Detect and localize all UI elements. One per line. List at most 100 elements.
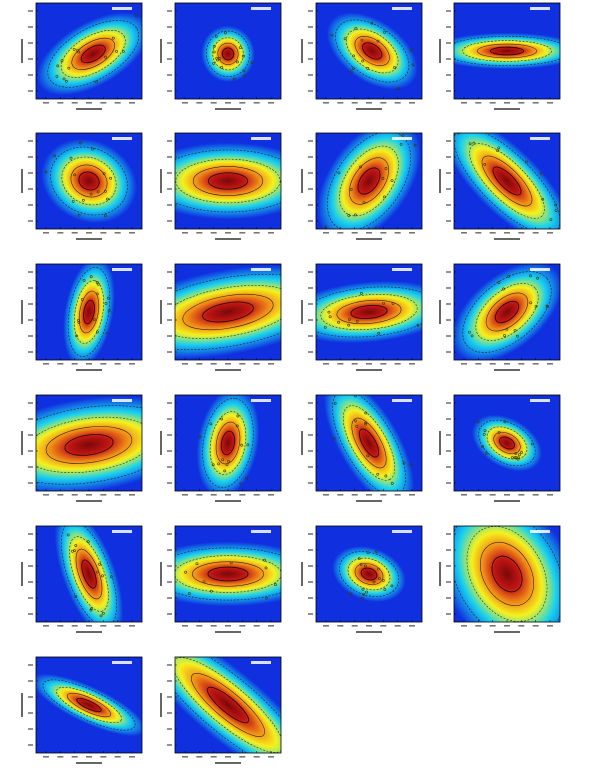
x-tick-label — [532, 102, 539, 104]
contour-line — [175, 273, 281, 351]
y-tick-label — [308, 156, 313, 158]
data-point — [227, 460, 231, 463]
data-point — [93, 318, 96, 322]
panel-label — [112, 661, 132, 664]
data-point — [202, 580, 206, 584]
x-tick-label — [100, 102, 107, 104]
data-point — [381, 579, 385, 582]
contour-line — [336, 299, 402, 325]
x-tick-label — [129, 625, 135, 627]
y-tick-label — [446, 450, 451, 452]
data-point — [235, 424, 239, 428]
y-tick-label — [167, 664, 172, 666]
x-tick-label — [380, 625, 387, 627]
data-point — [53, 154, 56, 158]
contour-line — [347, 557, 391, 591]
density-map — [454, 133, 560, 229]
y-tick-label — [446, 271, 451, 273]
x-tick-label — [114, 625, 121, 627]
y-tick-label — [28, 140, 33, 142]
data-point — [60, 59, 64, 63]
data-point — [89, 192, 93, 196]
data-point — [55, 74, 59, 78]
density-map — [472, 414, 542, 472]
contour-line — [175, 149, 281, 213]
data-point — [323, 325, 327, 329]
data-point — [381, 177, 385, 180]
contour-line — [75, 548, 103, 600]
x-tick-label — [518, 625, 525, 627]
y-tick-label — [167, 140, 172, 142]
data-point — [44, 170, 48, 174]
y-tick-label — [167, 220, 172, 222]
y-axis-label — [21, 562, 23, 586]
x-tick-label — [114, 363, 121, 365]
data-point — [305, 567, 307, 569]
panel-label — [392, 137, 412, 140]
contour-line — [209, 411, 247, 475]
contour-line — [221, 47, 235, 61]
data-point — [242, 54, 245, 58]
y-tick-label — [167, 565, 172, 567]
data-point — [195, 562, 199, 566]
panel-label — [530, 530, 550, 533]
x-tick-label — [337, 494, 344, 496]
contour-line — [206, 686, 250, 724]
x-tick-label — [351, 102, 358, 104]
data-point — [74, 544, 78, 547]
y-tick-label — [446, 26, 451, 28]
y-axis-label — [301, 562, 303, 586]
x-tick-label — [268, 494, 274, 496]
x-tick-label — [86, 494, 92, 496]
data-point — [75, 334, 79, 338]
y-tick-label — [28, 482, 33, 484]
data-point — [507, 274, 511, 278]
panel-label — [251, 530, 271, 533]
density-map — [316, 280, 422, 344]
x-axis-label — [494, 631, 520, 633]
panel-20 — [439, 525, 561, 633]
y-tick-label — [446, 74, 451, 76]
data-point — [518, 453, 521, 457]
data-point — [361, 587, 365, 591]
y-axis-label — [439, 300, 441, 324]
data-point — [517, 456, 520, 460]
x-tick-label — [268, 363, 274, 365]
panel-17 — [21, 525, 143, 633]
x-tick-label — [253, 756, 260, 758]
y-tick-label — [28, 418, 33, 420]
y-tick-label — [28, 434, 33, 436]
x-tick-label — [489, 625, 496, 627]
contour-line — [342, 405, 396, 481]
data-point — [364, 422, 368, 426]
y-tick-label — [167, 581, 172, 583]
data-point — [401, 133, 405, 137]
data-point — [104, 55, 107, 59]
data-point — [81, 198, 85, 202]
contour-line — [351, 417, 387, 469]
data-point — [109, 575, 113, 579]
x-tick-label — [182, 102, 188, 104]
x-axis-label — [76, 500, 102, 502]
panel-18 — [160, 525, 307, 633]
data-point — [454, 115, 456, 117]
x-tick-label — [239, 363, 246, 365]
y-tick-label — [308, 26, 313, 28]
data-point — [411, 63, 415, 67]
x-tick-label — [196, 102, 203, 104]
data-point — [366, 454, 370, 458]
y-tick-label — [167, 319, 172, 321]
x-tick-label — [129, 363, 135, 365]
data-point — [359, 165, 362, 169]
y-tick-label — [308, 220, 313, 222]
x-axis-label — [215, 238, 241, 240]
data-point — [104, 214, 107, 217]
y-axis-label — [21, 431, 23, 455]
data-point — [355, 424, 359, 428]
x-tick-label — [43, 363, 49, 365]
data-point — [413, 143, 417, 147]
contour-line — [489, 46, 525, 56]
x-tick-label — [86, 102, 92, 104]
contour-line — [478, 419, 536, 467]
x-tick-label — [100, 363, 107, 365]
